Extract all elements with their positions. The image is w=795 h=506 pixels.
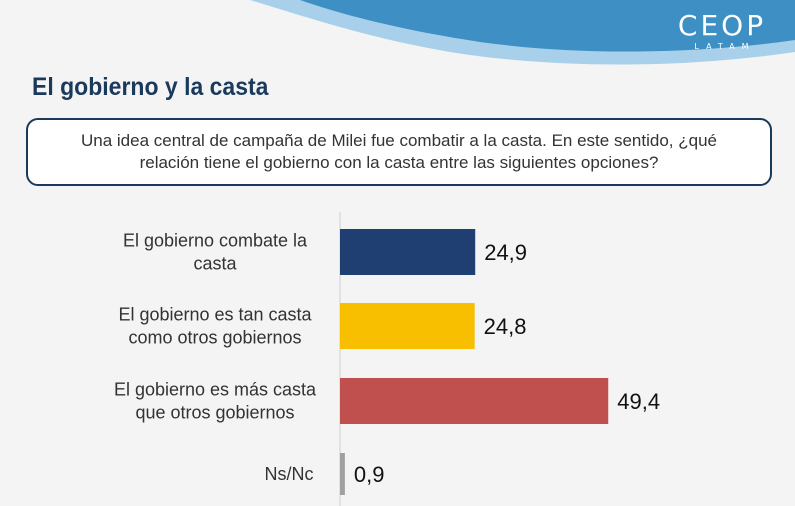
value-label-1: 24,9 xyxy=(484,240,527,265)
header-wave-dark xyxy=(300,0,795,52)
bar-chart: 24,9 El gobierno combate la casta 24,8 El go… xyxy=(114,212,660,506)
value-label-3: 49,4 xyxy=(617,389,660,414)
question-text: Una idea central de campaña de Milei fue… xyxy=(81,131,717,172)
ceop-logo: CEOP LATAM xyxy=(667,10,777,52)
category-label-2: El gobierno es tan casta como otros gobie… xyxy=(118,305,312,348)
bar-1 xyxy=(340,229,476,275)
value-label-2: 24,8 xyxy=(484,314,527,339)
question-box: Una idea central de campaña de Milei fue… xyxy=(26,118,772,186)
value-label-4: 0,9 xyxy=(354,462,385,487)
bar-3 xyxy=(340,378,609,424)
header-wave xyxy=(250,0,795,65)
bar-2 xyxy=(340,303,475,349)
bar-4 xyxy=(340,453,345,495)
category-label-4: Ns/Nc xyxy=(265,464,314,484)
category-label-1: El gobierno combate la casta xyxy=(123,231,308,274)
page-title: El gobierno y la casta xyxy=(32,73,269,101)
category-label-3: El gobierno es más casta que otros gobier… xyxy=(114,380,317,423)
logo-subtext: LATAM xyxy=(694,42,756,51)
logo-text: CEOP xyxy=(677,9,767,42)
